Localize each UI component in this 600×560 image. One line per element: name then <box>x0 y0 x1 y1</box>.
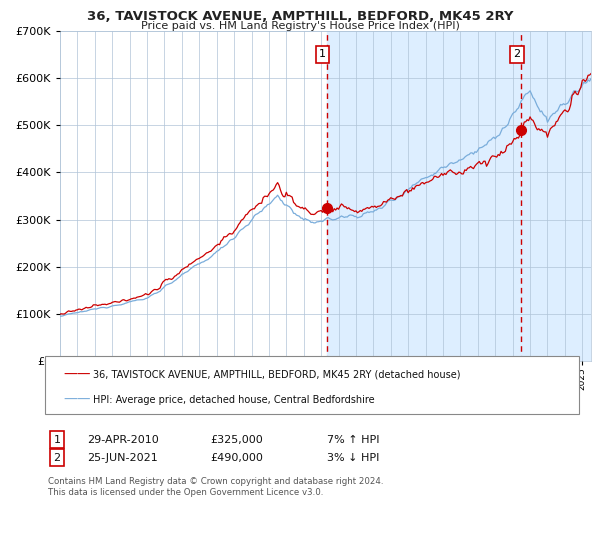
Text: 2: 2 <box>514 49 521 59</box>
Text: 25-JUN-2021: 25-JUN-2021 <box>87 452 158 463</box>
Bar <box>327 31 591 361</box>
Text: HPI: Average price, detached house, Central Bedfordshire: HPI: Average price, detached house, Cent… <box>93 395 374 405</box>
Text: Contains HM Land Registry data © Crown copyright and database right 2024.
This d: Contains HM Land Registry data © Crown c… <box>48 477 383 497</box>
Text: 36, TAVISTOCK AVENUE, AMPTHILL, BEDFORD, MK45 2RY (detached house): 36, TAVISTOCK AVENUE, AMPTHILL, BEDFORD,… <box>93 370 461 379</box>
Text: 3% ↓ HPI: 3% ↓ HPI <box>327 452 379 463</box>
Text: 29-APR-2010: 29-APR-2010 <box>87 435 159 445</box>
Text: 7% ↑ HPI: 7% ↑ HPI <box>327 435 380 445</box>
Text: 1: 1 <box>53 435 61 445</box>
Text: Price paid vs. HM Land Registry's House Price Index (HPI): Price paid vs. HM Land Registry's House … <box>140 21 460 31</box>
Text: 1: 1 <box>319 49 326 59</box>
Text: £490,000: £490,000 <box>210 452 263 463</box>
Text: £325,000: £325,000 <box>210 435 263 445</box>
Text: ——: —— <box>63 393 91 407</box>
Text: 2: 2 <box>53 452 61 463</box>
Text: 36, TAVISTOCK AVENUE, AMPTHILL, BEDFORD, MK45 2RY: 36, TAVISTOCK AVENUE, AMPTHILL, BEDFORD,… <box>87 10 513 23</box>
Text: ——: —— <box>63 367 91 381</box>
